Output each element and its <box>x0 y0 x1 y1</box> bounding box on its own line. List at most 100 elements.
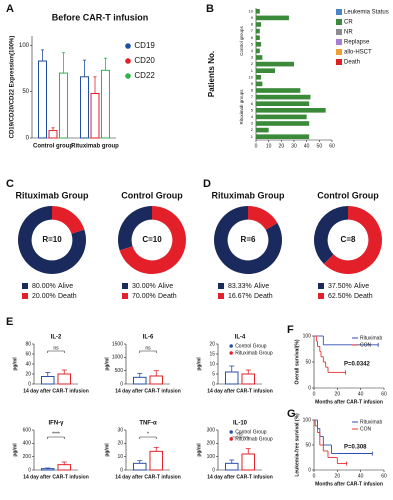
y-tick-label: 20 <box>25 371 31 377</box>
value-label: 80.00% <box>32 283 56 290</box>
panel-label: C <box>6 178 14 190</box>
chart-title: Before CAR-T infusion <box>52 12 149 22</box>
legend-label: Death <box>344 60 360 66</box>
bar <box>48 130 58 139</box>
x-tick-label: 60 <box>381 473 387 479</box>
legend-label: Control Group <box>235 429 267 435</box>
y-tick-label: 500 <box>115 368 124 374</box>
legend-marker <box>336 29 342 35</box>
x-tick-label: 20 <box>335 391 341 397</box>
row-label: 6 <box>251 35 254 40</box>
y-tick-label: 0 <box>308 467 311 473</box>
panel-label: E <box>6 316 13 328</box>
chart-title: Control Group <box>317 190 379 200</box>
chart-title: IFN-γ <box>49 421 65 427</box>
x-tick-label: Rituximab group <box>71 144 119 150</box>
bar <box>90 92 100 139</box>
row-label: 9 <box>251 15 254 20</box>
y-tick-label: 100 <box>303 417 312 423</box>
y-axis-label: pg/ml <box>104 443 110 457</box>
row-label: 7 <box>251 94 254 99</box>
bar <box>224 462 239 471</box>
panel-label: A <box>6 3 14 15</box>
legend-marker <box>229 351 233 355</box>
bar <box>256 35 260 41</box>
x-tick-label: 60 <box>329 143 335 149</box>
bar <box>256 127 269 133</box>
value-label: 16.67% <box>228 293 252 300</box>
bar <box>256 101 310 107</box>
x-tick-label: 20 <box>335 473 341 479</box>
legend-marker <box>125 58 131 64</box>
y-tick-label: 0 <box>120 467 123 473</box>
x-tick-label: 14 day after CAR-T infusion <box>23 388 89 394</box>
bar <box>256 55 263 60</box>
chart-title: IL-4 <box>235 335 246 341</box>
bar <box>256 41 262 47</box>
y-tick-label: 80 <box>25 341 31 347</box>
significance-label: ns <box>145 345 151 351</box>
bar <box>256 114 307 120</box>
legend-marker <box>336 59 342 65</box>
chart-title: Control Group <box>121 190 183 200</box>
row-label: 1 <box>251 68 254 73</box>
pie-slice <box>248 206 278 230</box>
legend-marker <box>22 283 28 289</box>
value-label: 30.00% <box>132 283 156 290</box>
legend-label: Death <box>58 293 77 300</box>
row-label: 10 <box>249 8 254 13</box>
bar <box>256 68 275 74</box>
significance-label: **** <box>52 431 60 437</box>
row-label: 4 <box>251 48 254 53</box>
y-axis-label: pg/ml <box>196 443 202 457</box>
bar <box>101 69 110 139</box>
y-tick-label: 10 <box>209 361 215 367</box>
bar <box>59 72 68 139</box>
y-tick-label: 100 <box>19 43 30 49</box>
x-tick-label: 60 <box>381 391 387 397</box>
legend-label: Death <box>158 293 177 300</box>
legend-label: Alive <box>158 283 173 290</box>
row-label: 4 <box>251 114 254 119</box>
pie-slice <box>119 206 186 274</box>
x-tick-label: 14 day after CAR-T infusion <box>115 388 181 394</box>
legend-marker <box>318 293 324 299</box>
legend-marker <box>218 283 224 289</box>
bar <box>241 453 256 471</box>
row-label: 10 <box>249 74 254 79</box>
y-axis-label: Leukemia-free survival (%) <box>294 413 300 477</box>
legend-label: Death <box>254 293 273 300</box>
legend-label: Leukemia Status <box>344 10 389 16</box>
bar <box>256 15 289 21</box>
bar <box>256 74 262 80</box>
y-tick-label: 50 <box>305 359 311 365</box>
y-tick-label: 200 <box>207 441 216 447</box>
x-tick-label: 30 <box>291 143 297 149</box>
y-tick-label: 50 <box>22 89 29 95</box>
legend-label: CON <box>360 342 372 348</box>
legend-label: Rituximab <box>360 335 382 341</box>
bar <box>256 107 326 113</box>
y-axis-label: pg/ml <box>196 357 202 371</box>
panel-label: F <box>287 324 294 336</box>
x-tick-label: Control group <box>33 144 73 150</box>
panel-label: D <box>203 178 211 190</box>
y-tick-label: 0 <box>120 381 123 387</box>
panel-label: G <box>287 408 296 420</box>
bar <box>256 88 301 93</box>
legend-label: Rituximab Group <box>235 436 273 442</box>
significance-label: ns <box>53 345 59 351</box>
bar <box>256 121 310 126</box>
y-axis-label: Patients No. <box>207 51 216 97</box>
pie-slice <box>52 206 85 234</box>
center-label: R=6 <box>241 235 256 244</box>
legend-marker <box>22 293 28 299</box>
row-label: 5 <box>251 107 254 112</box>
legend-label: CD22 <box>134 71 155 80</box>
value-label: 62.50% <box>328 293 352 300</box>
row-label: 8 <box>251 88 254 93</box>
chart-title: IL-6 <box>143 335 154 341</box>
x-tick-label: 40 <box>358 391 364 397</box>
